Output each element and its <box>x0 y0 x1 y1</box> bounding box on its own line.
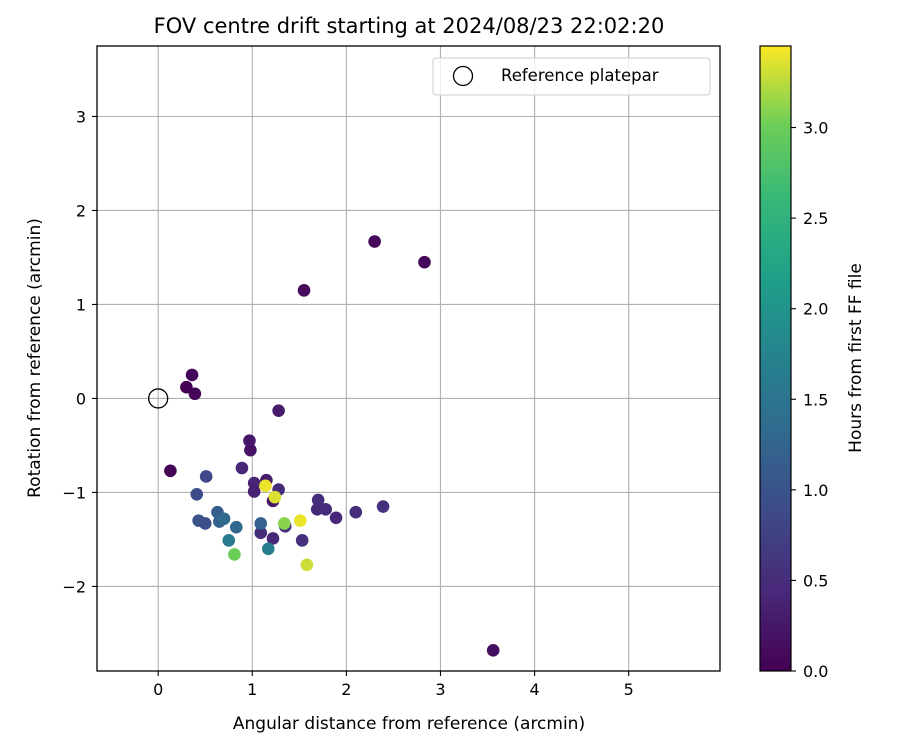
data-point <box>222 534 236 547</box>
data-point <box>261 542 275 556</box>
data-point <box>247 485 261 498</box>
x-tick-label: 1 <box>247 680 257 699</box>
data-point <box>293 514 307 527</box>
data-point <box>297 284 311 297</box>
data-point <box>376 500 390 513</box>
data-point <box>180 380 193 394</box>
y-tick-label: 2 <box>76 201 86 220</box>
chart-title: FOV centre drift starting at 2024/08/23 … <box>154 14 665 38</box>
data-point <box>188 387 202 401</box>
legend-marker <box>452 65 474 87</box>
data-point <box>486 644 500 657</box>
data-point <box>295 534 309 547</box>
data-point <box>319 503 332 516</box>
data-point <box>266 532 280 545</box>
colorbar-label: Hours from first FF file <box>846 263 866 453</box>
data-point <box>272 404 285 417</box>
data-point <box>418 255 431 269</box>
y-tick-label: 1 <box>76 295 86 314</box>
data-point <box>300 558 314 572</box>
data-point <box>235 461 249 475</box>
y-tick-label: 3 <box>76 107 86 126</box>
x-tick-label: 3 <box>435 680 445 699</box>
colorbar-tick-label: 0.0 <box>803 662 828 681</box>
y-tick-label: −1 <box>62 483 86 502</box>
legend-box <box>432 57 711 96</box>
data-point <box>311 493 325 507</box>
grid-layer <box>97 46 720 671</box>
data-point <box>185 368 199 382</box>
colorbar-ticks: 0.0 0.5 1.0 1.5 2.0 2.5 3.0 <box>791 119 828 681</box>
data-point <box>199 470 213 483</box>
data-point <box>164 464 177 478</box>
data-point <box>244 443 257 457</box>
data-point <box>190 488 204 501</box>
data-point <box>217 512 231 526</box>
plot-frame <box>96 45 721 672</box>
data-point <box>229 520 243 534</box>
legend-entry-reference: Reference platepar <box>501 66 659 85</box>
data-point <box>259 479 272 493</box>
y-tick-label: 0 <box>76 389 86 408</box>
colorbar-tick-label: 3.0 <box>803 119 828 138</box>
y-axis-label: Rotation from reference (arcmin) <box>25 218 45 498</box>
colorbar-tick-label: 1.0 <box>803 481 828 500</box>
data-point <box>277 517 291 530</box>
x-tick-label: 0 <box>153 680 163 699</box>
x-tick-label: 5 <box>624 680 634 699</box>
data-point <box>254 526 268 540</box>
data-point <box>268 490 282 504</box>
x-axis-label: Angular distance from reference (arcmin) <box>233 714 585 734</box>
data-point <box>243 434 256 448</box>
data-point <box>228 548 241 561</box>
data-point <box>198 517 212 530</box>
data-point <box>368 235 381 248</box>
y-tick-label: −2 <box>62 577 86 596</box>
colorbar-tick-label: 1.5 <box>803 390 828 409</box>
x-tick-label: 2 <box>341 680 351 699</box>
data-point <box>254 517 268 530</box>
points-layer <box>148 235 500 657</box>
legend: Reference platepar <box>432 57 711 96</box>
data-point <box>329 511 343 525</box>
colorbar-tick-label: 2.0 <box>803 300 828 319</box>
colorbar <box>759 45 792 672</box>
data-point <box>349 505 363 519</box>
x-tick-label: 4 <box>530 680 540 699</box>
colorbar-tick-label: 2.5 <box>803 209 828 228</box>
tick-layer: 0 1 2 3 4 5 −2 −1 0 1 2 3 <box>62 107 633 699</box>
reference-point-marker <box>148 388 169 409</box>
colorbar-tick-label: 0.5 <box>803 571 828 590</box>
